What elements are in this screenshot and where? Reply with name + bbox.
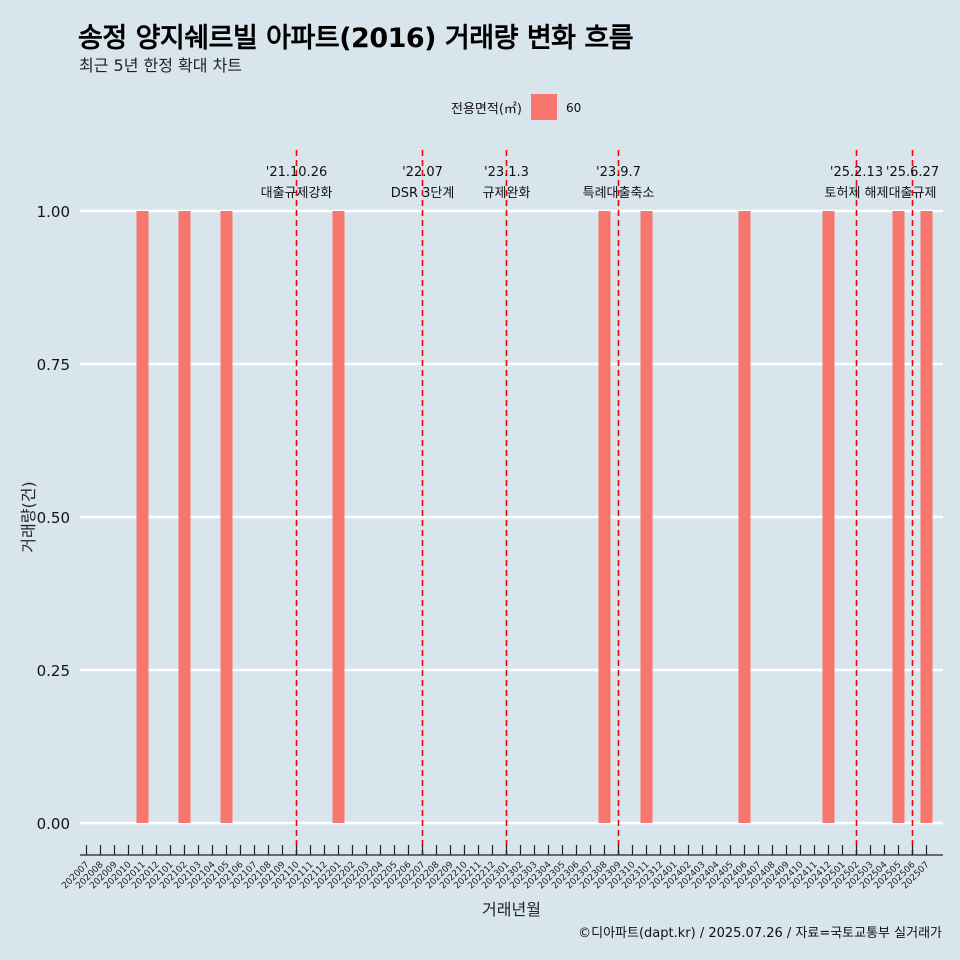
legend: 전용면적(㎡) 60 (451, 94, 581, 120)
bar (738, 211, 751, 823)
x-axis-title: 거래년월 (482, 900, 541, 919)
y-tick-label: 0.75 (37, 356, 70, 374)
event-name-label: 토허제 해제 (825, 186, 889, 201)
bar (136, 211, 149, 823)
legend-title: 전용면적(㎡) (451, 102, 522, 117)
event-name-label: 대출규제 (889, 186, 937, 201)
bar (640, 211, 653, 823)
bar (920, 211, 933, 823)
axes: 0.000.250.500.751.0020200720200820200920… (19, 203, 943, 919)
event-name-label: 특례대출축소 (583, 186, 655, 201)
event-date-label: '22.07 (402, 165, 443, 180)
source-caption: ©디아파트(dapt.kr) / 2025.07.26 / 자료=국토교통부 실… (578, 926, 942, 941)
event-name-label: 규제완화 (483, 186, 531, 201)
bar (822, 211, 835, 823)
chart-subtitle: 최근 5년 한정 확대 차트 (79, 56, 243, 75)
y-tick-label: 0.00 (37, 815, 70, 833)
y-tick-label: 0.50 (37, 509, 70, 527)
event-date-label: '25.6.27 (886, 165, 939, 180)
event-markers: '21.10.26 대출규제강화 '22.07 DSR 3단계 '23.1.3 규제완화 '… (261, 150, 939, 855)
y-axis-title: 거래량(건) (19, 481, 38, 552)
legend-label: 60 (566, 101, 581, 115)
chart-title: 송정 양지쉐르빌 아파트(2016) 거래량 변화 흐름 (78, 23, 634, 54)
bars (136, 211, 933, 823)
bar (332, 211, 345, 823)
event-name-label: DSR 3단계 (391, 186, 455, 201)
event-date-label: '25.2.13 (830, 165, 883, 180)
bar (598, 211, 611, 823)
bar (892, 211, 905, 823)
event-date-label: '21.10.26 (266, 165, 327, 180)
event-name-label: 대출규제강화 (261, 186, 333, 201)
bar (220, 211, 233, 823)
gridlines (80, 209, 943, 825)
y-tick-label: 0.25 (37, 662, 70, 680)
event-date-label: '23.1.3 (484, 165, 529, 180)
bar (178, 211, 191, 823)
event-date-label: '23.9.7 (596, 165, 641, 180)
y-tick-label: 1.00 (37, 203, 70, 221)
legend-swatch (531, 94, 557, 120)
